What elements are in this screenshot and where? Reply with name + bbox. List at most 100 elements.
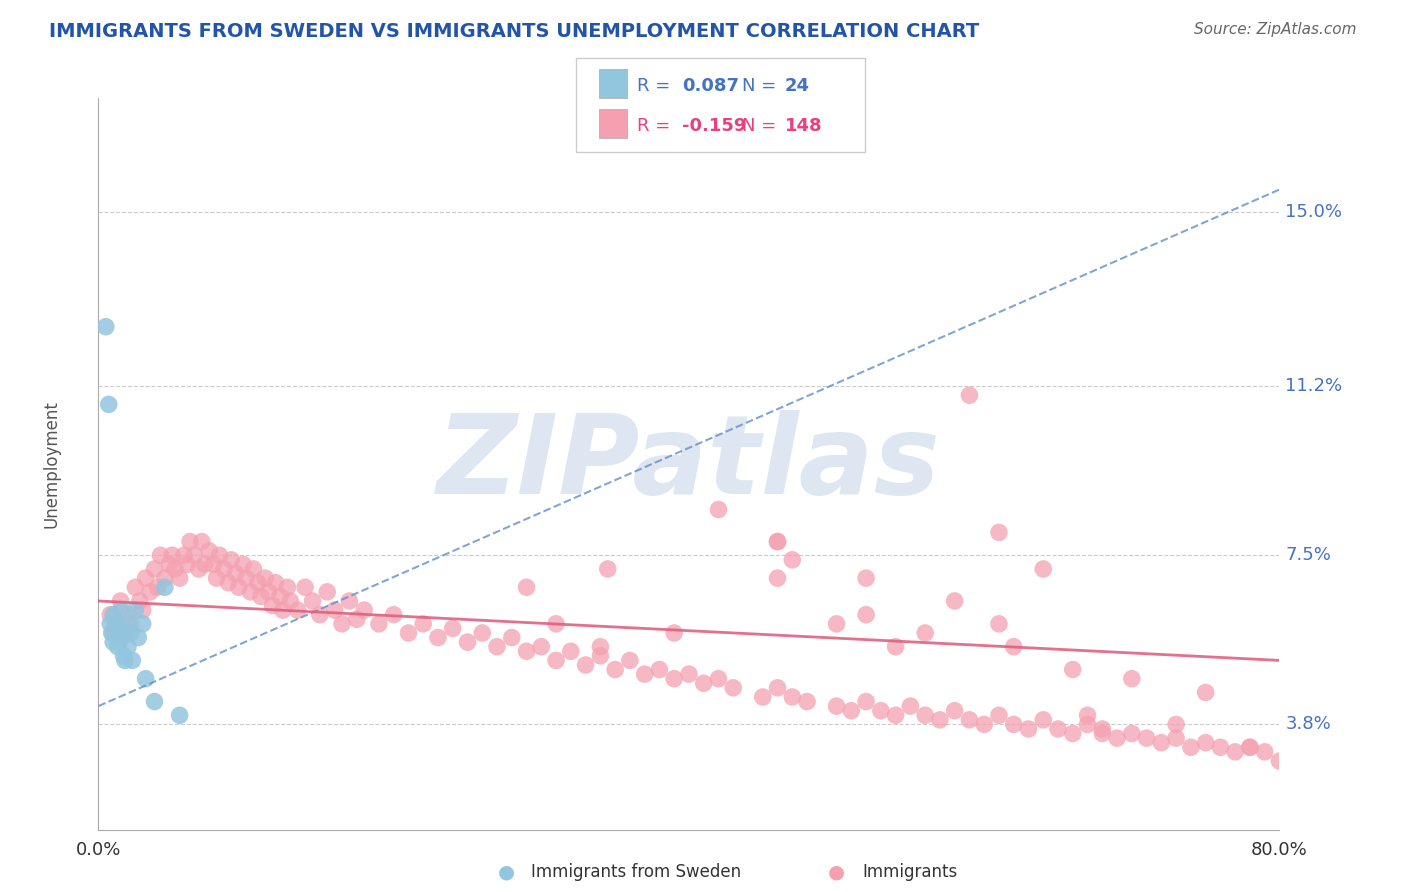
Text: 3.8%: 3.8% (1285, 715, 1331, 733)
Text: -0.159: -0.159 (682, 117, 747, 135)
Point (1032, 562, 1054, 576)
Point (412, 616, 434, 631)
Point (100, 626, 122, 640)
Point (232, 558, 254, 572)
Point (884, 708, 907, 723)
Point (112, 648, 135, 663)
Point (471, 626, 494, 640)
Point (973, 717, 995, 731)
Point (280, 594, 302, 608)
Point (1077, 717, 1099, 731)
Point (135, 672, 157, 686)
Point (914, 708, 936, 723)
Point (276, 580, 298, 594)
Point (766, 534, 789, 549)
Point (707, 502, 730, 516)
Text: ●: ● (828, 863, 845, 882)
Point (1150, 736, 1173, 750)
Point (117, 616, 139, 631)
Point (228, 580, 250, 594)
Point (1121, 726, 1143, 740)
Point (752, 690, 775, 704)
Point (287, 603, 309, 617)
Point (110, 603, 132, 617)
Point (114, 653, 136, 667)
Point (605, 663, 627, 677)
Point (173, 548, 195, 563)
Point (589, 648, 612, 663)
Point (382, 607, 405, 622)
Point (179, 534, 201, 549)
Point (105, 616, 128, 631)
Point (1225, 745, 1247, 759)
Point (546, 653, 568, 667)
Point (1166, 731, 1188, 746)
Point (1091, 722, 1114, 736)
Point (124, 580, 146, 594)
Point (117, 640, 139, 654)
Point (294, 580, 316, 594)
Text: 7.5%: 7.5% (1285, 546, 1331, 565)
Point (221, 553, 243, 567)
Point (1032, 713, 1054, 727)
Point (1180, 740, 1202, 755)
Text: ZIPatlas: ZIPatlas (437, 410, 941, 517)
Point (208, 548, 231, 563)
Point (353, 603, 375, 617)
Point (269, 590, 291, 604)
Point (766, 571, 789, 585)
Point (855, 607, 877, 622)
Point (103, 626, 125, 640)
Point (139, 585, 162, 599)
Point (1195, 685, 1218, 699)
Point (176, 558, 198, 572)
Point (1046, 722, 1070, 736)
Point (664, 672, 686, 686)
Point (1091, 726, 1114, 740)
Point (250, 590, 273, 604)
Point (1077, 708, 1099, 723)
Point (309, 607, 332, 622)
Point (217, 575, 239, 590)
Point (111, 631, 134, 645)
Point (124, 603, 146, 617)
Point (664, 626, 686, 640)
Point (516, 580, 538, 594)
Point (943, 594, 966, 608)
Point (187, 562, 209, 576)
Point (205, 571, 228, 585)
Point (441, 621, 464, 635)
Point (589, 640, 612, 654)
Point (97, 397, 120, 411)
Point (1002, 717, 1025, 731)
Point (264, 575, 287, 590)
Point (149, 548, 172, 563)
Point (530, 640, 553, 654)
Text: R =: R = (637, 117, 676, 135)
Point (943, 704, 966, 718)
Point (254, 571, 277, 585)
Point (120, 626, 142, 640)
Point (316, 585, 339, 599)
Point (121, 653, 143, 667)
Point (239, 585, 262, 599)
Text: 148: 148 (785, 117, 823, 135)
Point (619, 653, 641, 667)
Point (959, 388, 981, 402)
Point (575, 658, 598, 673)
Point (825, 699, 848, 714)
Text: 24: 24 (785, 78, 810, 95)
Point (143, 695, 166, 709)
Text: N =: N = (742, 78, 782, 95)
Point (841, 704, 863, 718)
Point (1062, 663, 1084, 677)
Point (427, 631, 450, 645)
Text: IMMIGRANTS FROM SWEDEN VS IMMIGRANTS UNEMPLOYMENT CORRELATION CHART: IMMIGRANTS FROM SWEDEN VS IMMIGRANTS UNE… (49, 22, 980, 41)
Point (165, 562, 187, 576)
Point (678, 667, 700, 681)
Point (900, 699, 922, 714)
Point (183, 548, 205, 563)
Point (634, 667, 657, 681)
Point (1002, 640, 1025, 654)
Point (114, 626, 136, 640)
